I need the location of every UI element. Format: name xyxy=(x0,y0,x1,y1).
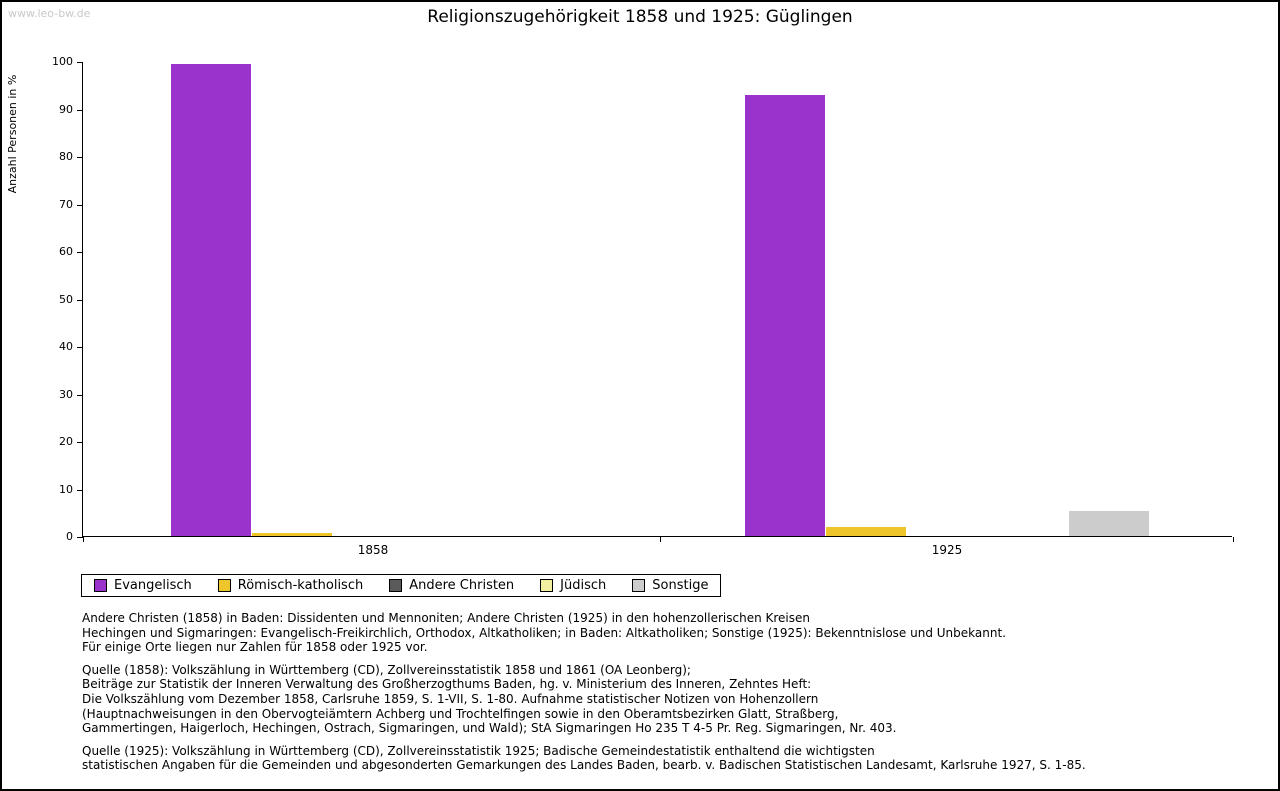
legend-label: Römisch-katholisch xyxy=(237,578,364,593)
footnote-line: Quelle (1925): Volkszählung in Württembe… xyxy=(82,743,875,758)
x-axis-category-label: 1925 xyxy=(931,543,963,557)
x-axis-tick xyxy=(660,537,661,542)
y-axis-label: Anzahl Personen in % xyxy=(6,74,19,194)
footnote-line: Die Volkszählung vom Dezember 1858, Carl… xyxy=(82,691,819,706)
legend-swatch-icon xyxy=(389,579,403,592)
footnote-source-1925: Quelle (1925): Volkszählung in Württembe… xyxy=(82,744,1258,773)
bar-1925-evangelisch xyxy=(745,95,825,536)
footnote-source-1858: Quelle (1858): Volkszählung in Württembe… xyxy=(82,663,1258,736)
y-axis-tick xyxy=(77,537,83,538)
footnote-line: Für einige Orte liegen nur Zahlen für 18… xyxy=(82,640,428,655)
legend-label: Sonstige xyxy=(652,578,709,593)
y-axis-tick xyxy=(77,252,83,253)
bar-1858-r-misch-katholisch xyxy=(252,533,332,536)
bar-1925-r-misch-katholisch xyxy=(826,527,906,536)
y-axis-tick-label: 70 xyxy=(59,197,73,211)
y-axis-tick xyxy=(77,62,83,63)
y-axis-tick xyxy=(77,347,83,348)
bar-1925-sonstige xyxy=(1069,511,1149,536)
legend-item: Evangelisch xyxy=(94,578,192,593)
legend-swatch-icon xyxy=(632,579,646,592)
footnotes: Andere Christen (1858) in Baden: Disside… xyxy=(82,611,1258,781)
y-axis-tick xyxy=(77,489,83,491)
legend-item: Sonstige xyxy=(632,578,708,593)
y-axis-tick-label: 50 xyxy=(59,292,73,306)
y-axis-tick-label: 90 xyxy=(59,102,73,116)
legend-label: Andere Christen xyxy=(409,578,515,593)
legend-swatch-icon xyxy=(217,579,231,592)
legend-item: Jüdisch xyxy=(540,578,606,593)
y-axis-tick-label: 10 xyxy=(59,482,73,496)
y-axis-tick xyxy=(77,204,83,206)
legend-swatch-icon xyxy=(94,579,107,592)
footnote-line: Hechingen und Sigmaringen: Evangelisch-F… xyxy=(82,625,1006,640)
y-axis-tick-label: 30 xyxy=(59,387,73,401)
footnote-line: statistischen Angaben für die Gemeinden … xyxy=(82,758,1086,773)
y-axis-tick xyxy=(77,299,83,301)
y-axis-tick-label: 100 xyxy=(52,55,73,68)
y-axis-tick-label: 40 xyxy=(59,340,73,353)
y-axis-tick-label: 20 xyxy=(59,435,73,448)
legend-label: Evangelisch xyxy=(114,578,192,593)
bar-1858-evangelisch xyxy=(171,64,251,536)
legend-swatch-icon xyxy=(540,579,554,592)
y-axis-tick-label: 0 xyxy=(66,530,73,543)
footnote-line: Gammertingen, Haigerloch, Hechingen, Ost… xyxy=(82,721,897,736)
chart-title: Religionszugehörigkeit 1858 und 1925: Gü… xyxy=(427,7,853,27)
x-axis-category-label: 1858 xyxy=(357,543,389,557)
legend-label: Jüdisch xyxy=(560,578,607,593)
y-axis-tick xyxy=(77,157,83,158)
footnote-notes: Andere Christen (1858) in Baden: Disside… xyxy=(82,611,1258,655)
footnote-line: Quelle (1858): Volkszählung in Württembe… xyxy=(82,662,691,677)
y-axis-tick-label: 80 xyxy=(59,150,73,163)
legend: Evangelisch Römisch-katholisch Andere Chri… xyxy=(81,574,722,597)
y-axis-tick xyxy=(77,394,83,396)
y-axis-tick xyxy=(77,442,83,443)
y-axis-tick xyxy=(77,109,83,111)
legend-item: Andere Christen xyxy=(389,578,514,593)
footnote-line: Andere Christen (1858) in Baden: Disside… xyxy=(82,611,810,625)
legend-item: Römisch-katholisch xyxy=(217,578,364,593)
watermark: www.leo-bw.de xyxy=(8,7,91,20)
y-axis-tick-label: 60 xyxy=(59,245,73,258)
footnote-line: Beiträge zur Statistik der Inneren Verwa… xyxy=(82,677,812,692)
x-axis-tick xyxy=(1233,537,1234,542)
plot-area: 0 10 20 30 40 50 60 70 80 90 100 1858 1925 xyxy=(52,55,1234,557)
footnote-line: (Hauptnachweisungen in den Obervogteiämt… xyxy=(82,706,839,721)
x-axis-tick xyxy=(83,537,84,542)
